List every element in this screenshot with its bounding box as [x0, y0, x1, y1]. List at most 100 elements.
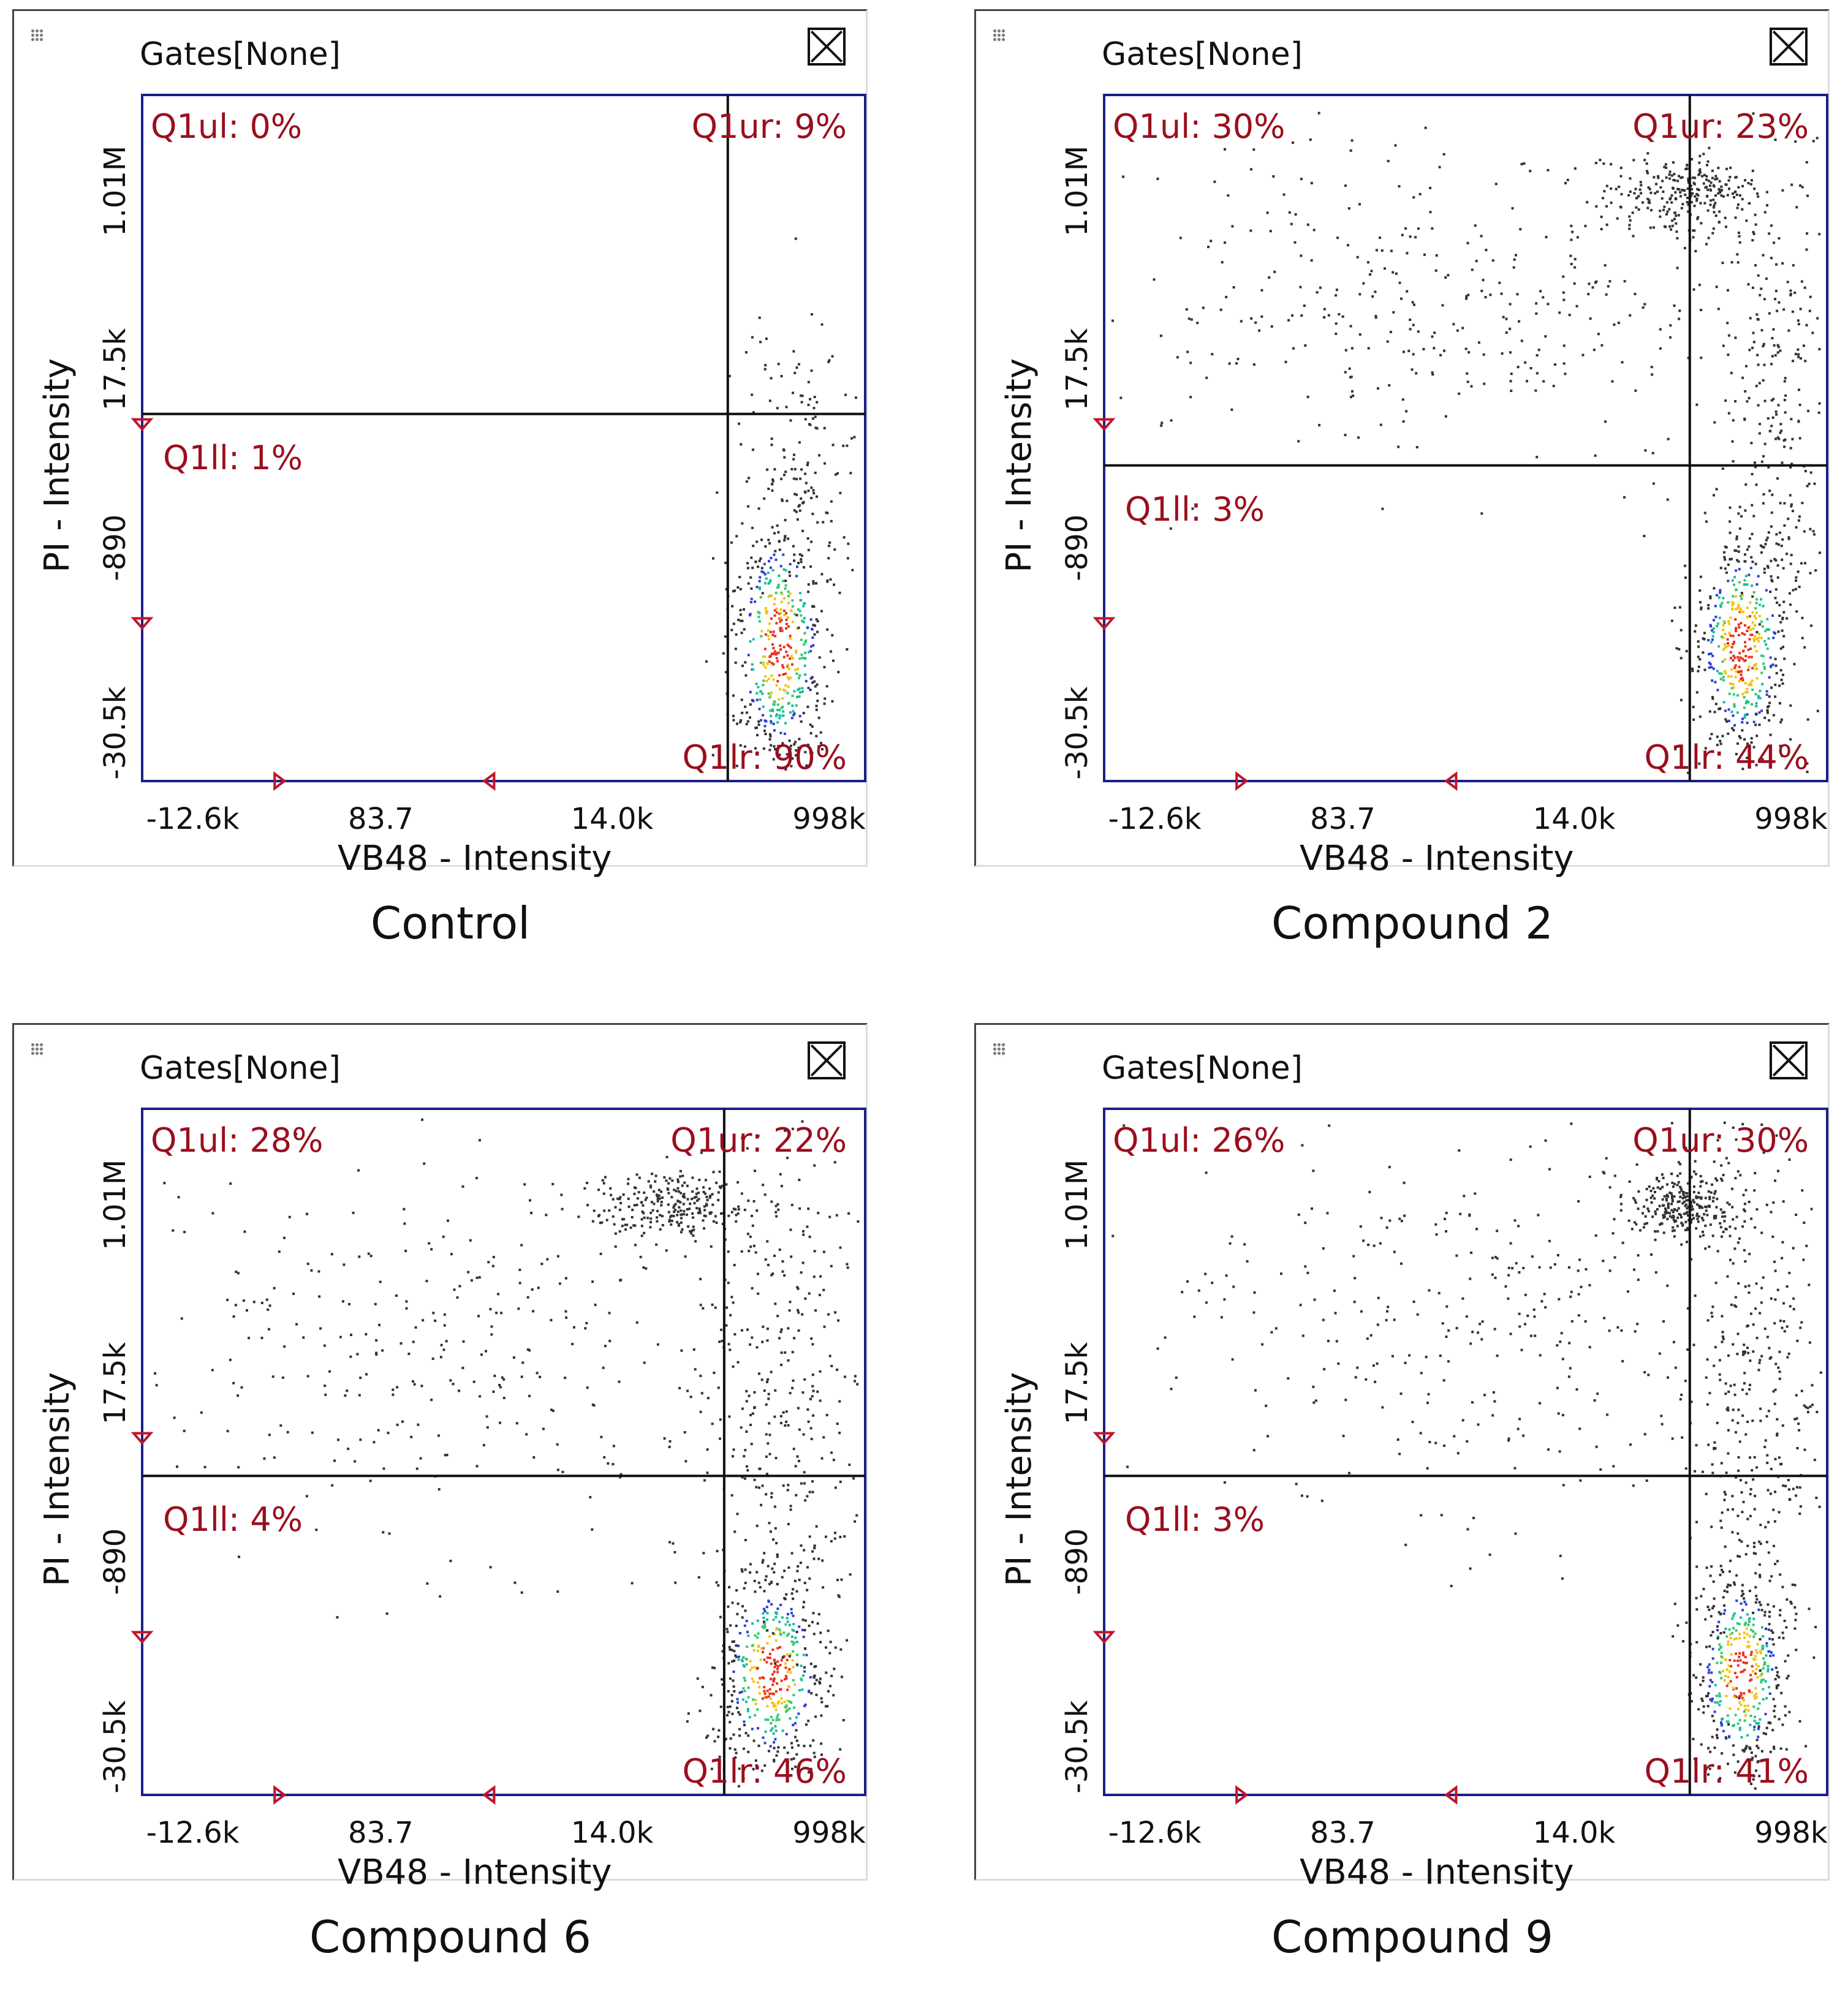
data-point — [229, 1358, 232, 1361]
data-point — [1727, 353, 1730, 357]
data-point — [449, 1379, 452, 1382]
data-point — [1732, 729, 1735, 731]
data-point — [453, 1288, 456, 1291]
data-point — [1804, 470, 1807, 472]
data-point — [375, 1339, 378, 1342]
data-point — [1240, 507, 1243, 510]
data-point — [786, 1671, 789, 1674]
data-point — [1721, 1568, 1724, 1571]
data-point — [1806, 232, 1809, 235]
data-point — [1721, 1335, 1724, 1338]
data-point — [1768, 695, 1771, 698]
close-icon[interactable] — [1770, 1041, 1808, 1079]
data-point — [637, 1191, 640, 1194]
data-point — [1736, 711, 1739, 714]
plot-area — [141, 1108, 866, 1796]
data-point — [612, 1215, 615, 1218]
data-point — [734, 661, 737, 664]
data-point — [1646, 206, 1649, 210]
data-point — [1417, 227, 1420, 230]
data-point — [1695, 1143, 1698, 1146]
data-point — [643, 1361, 646, 1364]
data-point — [1758, 1361, 1761, 1364]
data-point — [811, 1395, 814, 1398]
quadrant-label-ll: Q1ll: 1% — [163, 439, 303, 477]
panel-caption: Control — [370, 897, 531, 949]
data-point — [1319, 286, 1322, 289]
data-point — [821, 748, 824, 750]
data-point — [1409, 235, 1412, 238]
data-point — [778, 674, 781, 677]
data-point — [1735, 1652, 1738, 1655]
data-point — [1704, 1196, 1707, 1199]
data-point — [762, 705, 765, 708]
gates-label[interactable]: Gates[None] — [1102, 1050, 1303, 1087]
data-point — [375, 1353, 378, 1356]
data-point — [1719, 1612, 1722, 1615]
data-point — [767, 1397, 770, 1400]
data-point — [686, 1208, 689, 1211]
data-point — [763, 1692, 767, 1695]
gates-label[interactable]: Gates[None] — [1102, 36, 1303, 73]
data-point — [367, 1252, 370, 1255]
data-point — [834, 1531, 836, 1535]
close-icon[interactable] — [1770, 28, 1808, 66]
data-point — [1754, 1601, 1757, 1604]
data-point — [754, 727, 757, 730]
data-point — [1754, 1572, 1757, 1575]
data-point — [1774, 298, 1776, 301]
data-point — [767, 629, 770, 632]
data-point — [667, 1203, 670, 1206]
data-point — [806, 537, 809, 540]
data-point — [1197, 1289, 1200, 1292]
data-point — [1743, 633, 1746, 636]
data-point — [1559, 1340, 1562, 1343]
data-point — [1743, 1704, 1746, 1707]
data-point — [1805, 1244, 1808, 1247]
data-point — [833, 548, 836, 551]
data-point — [761, 1340, 764, 1343]
data-point — [1705, 1492, 1708, 1495]
grip-icon[interactable] — [993, 29, 1006, 42]
data-point — [1818, 402, 1821, 405]
x-axis-title: VB48 - Intensity — [338, 1852, 612, 1892]
data-point — [1471, 1401, 1474, 1404]
data-point — [1751, 532, 1754, 535]
close-icon[interactable] — [808, 28, 846, 66]
data-point — [1762, 546, 1765, 549]
gates-label[interactable]: Gates[None] — [140, 1050, 341, 1087]
grip-icon[interactable] — [31, 1043, 44, 1056]
data-point — [1727, 1390, 1730, 1393]
data-point — [1301, 1334, 1305, 1337]
data-point — [1534, 1334, 1537, 1337]
data-point — [1745, 1627, 1748, 1630]
data-point — [733, 1530, 737, 1533]
data-point — [354, 1460, 357, 1463]
data-point — [812, 582, 815, 585]
data-point — [1747, 626, 1750, 629]
data-point — [336, 1616, 339, 1619]
data-point — [1707, 603, 1710, 606]
data-point — [1442, 1379, 1445, 1382]
data-point — [1754, 1632, 1757, 1635]
data-point — [1699, 171, 1702, 174]
data-point — [815, 1693, 818, 1696]
data-point — [798, 676, 800, 679]
grip-icon[interactable] — [993, 1043, 1006, 1056]
data-point — [1743, 714, 1746, 717]
data-point — [1227, 194, 1230, 197]
grip-icon[interactable] — [31, 29, 44, 42]
data-point — [702, 1186, 705, 1189]
data-point — [779, 627, 782, 630]
data-point — [478, 1276, 481, 1279]
quadrant-label-ul: Q1ul: 30% — [1113, 107, 1285, 146]
data-point — [1784, 1714, 1787, 1717]
data-point — [834, 473, 837, 476]
data-point — [1738, 194, 1741, 197]
data-point — [1312, 1385, 1315, 1388]
data-point — [791, 621, 794, 624]
close-icon[interactable] — [808, 1041, 846, 1079]
data-point — [551, 1183, 555, 1185]
data-point — [1743, 706, 1746, 709]
gates-label[interactable]: Gates[None] — [140, 36, 341, 73]
